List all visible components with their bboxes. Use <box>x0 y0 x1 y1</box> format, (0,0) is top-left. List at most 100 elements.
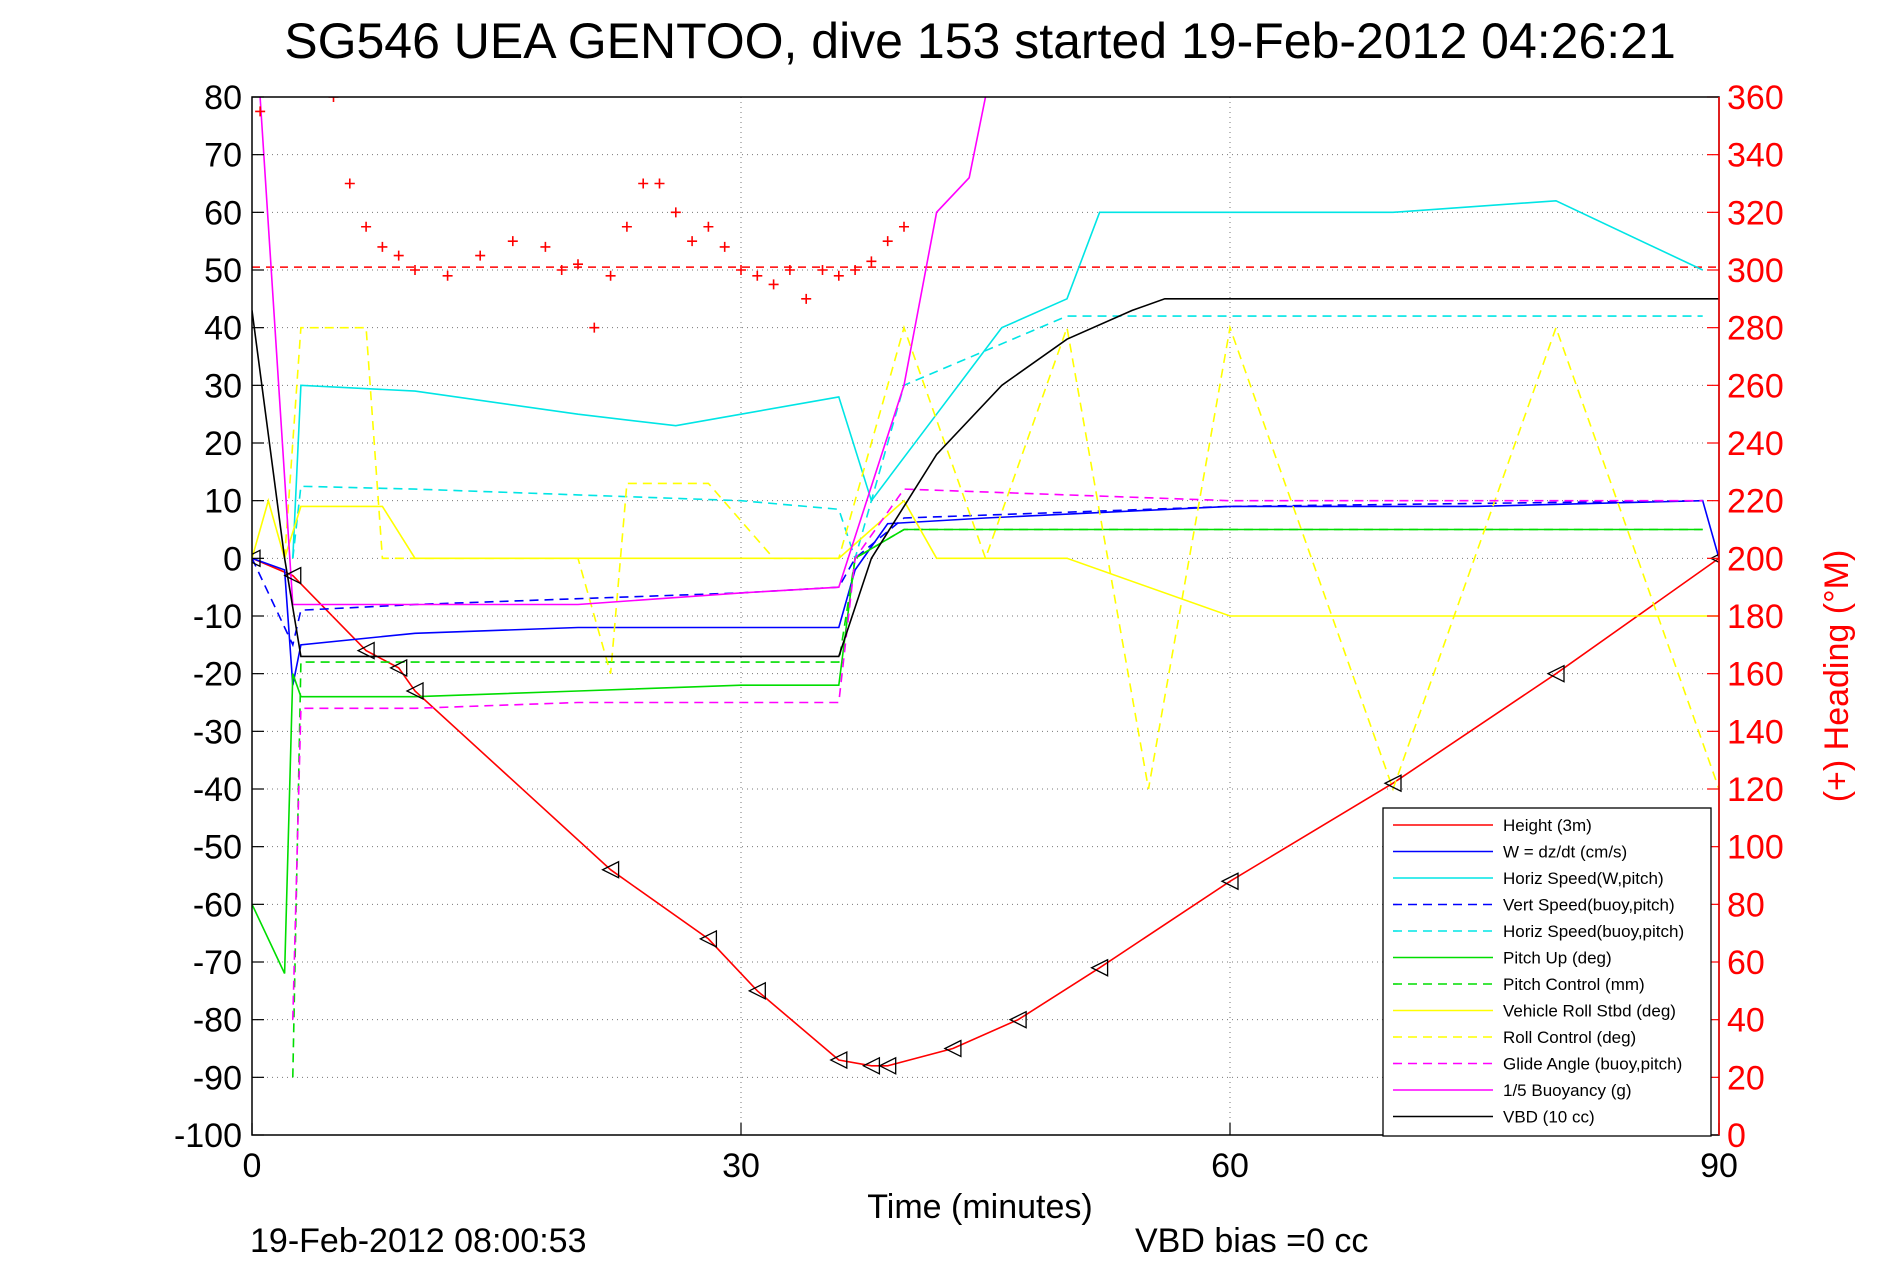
heading-marker <box>768 279 779 290</box>
heading-marker <box>654 178 665 189</box>
y-tick-label: 40 <box>204 310 242 348</box>
tick-labels: 80706050403020100-10-20-30-40-50-60-70-8… <box>174 79 1784 1185</box>
depth-marker <box>829 1050 848 1070</box>
depth-marker <box>601 860 620 879</box>
y-right-tick-label: 60 <box>1727 944 1765 982</box>
heading-marker <box>605 270 616 281</box>
heading-marker <box>833 270 844 281</box>
y-tick-label: -60 <box>193 886 242 924</box>
heading-marker <box>556 265 567 275</box>
series-line-4 <box>292 315 1703 562</box>
series-group <box>252 97 1719 1078</box>
grid-lines <box>252 97 1719 1135</box>
y-tick-label: -40 <box>193 771 242 809</box>
legend-label: Glide Angle (buoy,pitch) <box>1503 1055 1682 1074</box>
y-right-tick-label: 340 <box>1727 137 1784 175</box>
depth-marker <box>698 929 718 948</box>
legend-label: W = dz/dt (cm/s) <box>1503 843 1627 862</box>
series-line-1 <box>252 499 1719 686</box>
legend-label: Vert Speed(buoy,pitch) <box>1503 896 1675 915</box>
legend-label: Horiz Speed(W,pitch) <box>1503 869 1664 888</box>
depth-marker <box>1090 958 1109 977</box>
y-right-tick-label: 180 <box>1727 598 1784 636</box>
depth-marker <box>405 681 424 701</box>
y-right-tick-label: 40 <box>1727 1002 1765 1040</box>
y-right-tick-label: 20 <box>1727 1059 1765 1097</box>
depth-marker <box>943 1039 962 1058</box>
legend-box <box>1382 807 1712 1137</box>
y-right-tick-label: 240 <box>1727 425 1784 463</box>
y-right-tick-label: 220 <box>1727 483 1784 521</box>
y-right-tick-label: 360 <box>1727 79 1784 117</box>
heading-marker <box>255 106 266 117</box>
series-line-9 <box>292 488 1703 1020</box>
heading-marker <box>801 293 812 304</box>
heading-marker <box>736 265 746 275</box>
y-tick-label: -90 <box>193 1059 242 1097</box>
y-tick-label: -80 <box>193 1002 242 1040</box>
legend-label: Roll Control (deg) <box>1503 1028 1636 1047</box>
heading-marker <box>361 221 372 232</box>
x-tick-label: 90 <box>1700 1147 1738 1185</box>
x-tick-label: 60 <box>1211 1147 1249 1185</box>
legend-label: Vehicle Roll Stbd (deg) <box>1503 1002 1676 1021</box>
heading-marker <box>850 265 861 275</box>
heading-marker <box>573 259 583 270</box>
y-right-tick-label: 120 <box>1727 771 1784 809</box>
y-right-tick-label: 160 <box>1727 656 1784 694</box>
heading-marker <box>589 322 600 333</box>
y-tick-label: -70 <box>193 944 242 982</box>
y-tick-label: 0 <box>223 540 242 578</box>
depth-marker <box>1546 664 1565 683</box>
y-tick-label: 10 <box>204 483 242 521</box>
depth-marker <box>878 1056 897 1075</box>
series-line-5 <box>252 528 1703 974</box>
y-tick-label: 80 <box>204 79 242 117</box>
depth-marker <box>1008 1010 1027 1029</box>
series-line-0 <box>252 557 1719 1067</box>
heading-marker <box>882 236 893 247</box>
footer-timestamp: 19-Feb-2012 08:00:53 <box>250 1222 586 1260</box>
heading-marker <box>719 241 730 252</box>
y-right-tick-label: 260 <box>1727 367 1784 405</box>
y-tick-label: 70 <box>204 137 242 175</box>
y-right-tick-label: 140 <box>1727 713 1784 751</box>
chart-title: SG546 UEA GENTOO, dive 153 started 19-Fe… <box>284 13 1676 69</box>
series-line-11 <box>252 298 1719 658</box>
y-right-tick-label: 280 <box>1727 310 1784 348</box>
y-right-tick-label: 320 <box>1727 194 1784 232</box>
heading-marker <box>703 221 714 232</box>
legend-label: VBD (10 cc) <box>1503 1108 1595 1127</box>
heading-marker <box>442 270 453 281</box>
y-tick-label: 30 <box>204 367 242 405</box>
y-tick-label: 50 <box>204 252 242 290</box>
depth-marker <box>747 981 766 1000</box>
legend: Height (3m) W = dz/dt (cm/s) Horiz Speed(W… <box>1382 807 1712 1137</box>
y-tick-label: -100 <box>174 1117 242 1155</box>
y-right-tick-label: 300 <box>1727 252 1784 290</box>
x-tick-label: 0 <box>243 1147 262 1185</box>
y-tick-label: 60 <box>204 194 242 232</box>
heading-marker <box>328 97 339 102</box>
plot-area <box>252 97 1719 1078</box>
depth-marker <box>356 641 375 660</box>
legend-label: Pitch Control (mm) <box>1503 975 1645 994</box>
heading-marker <box>670 207 681 218</box>
depth-marker <box>283 566 302 585</box>
y-tick-label: -30 <box>193 713 242 751</box>
series-line-8 <box>283 324 1719 792</box>
y-tick-label: -10 <box>193 598 242 636</box>
y-right-tick-label: 200 <box>1727 540 1784 578</box>
axes <box>251 96 1720 1136</box>
y-right-tick-label: 0 <box>1727 1117 1746 1155</box>
heading-marker <box>638 178 649 189</box>
heading-marker <box>621 221 632 232</box>
heading-marker <box>687 236 698 247</box>
series-line-7 <box>252 497 1719 617</box>
heading-marker <box>377 241 388 252</box>
right-axis-label: (+) Heading (°M) <box>1818 550 1856 803</box>
heading-marker <box>344 178 355 189</box>
legend-label: Horiz Speed(buoy,pitch) <box>1503 922 1684 941</box>
heading-marker <box>475 250 486 261</box>
